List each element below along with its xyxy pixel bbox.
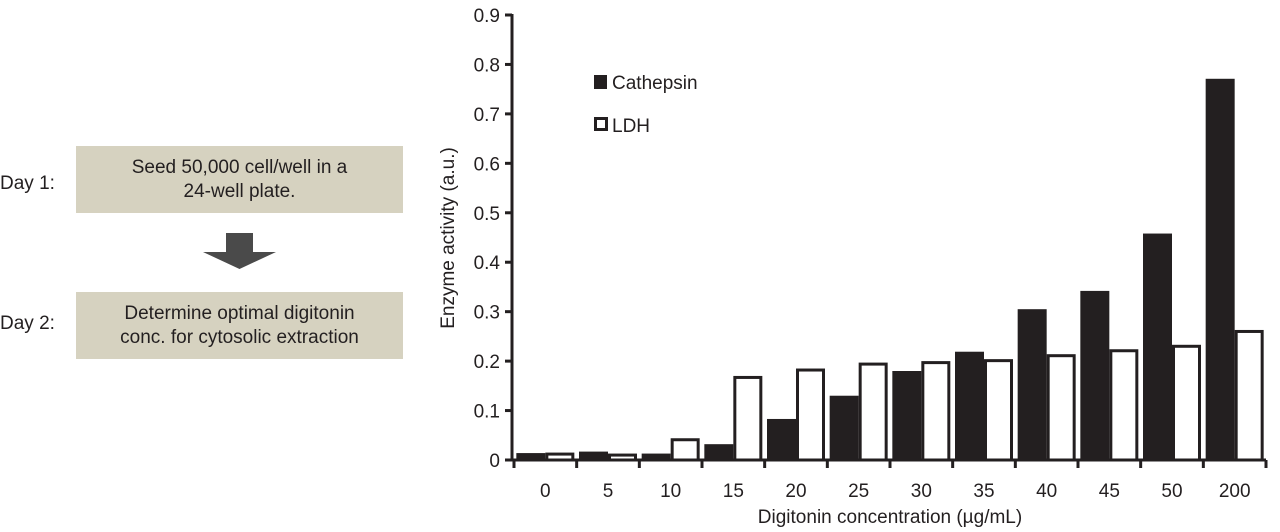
legend-swatch-ldh bbox=[594, 117, 608, 131]
y-tick-label-0.4: 0.4 bbox=[474, 253, 501, 274]
y-tick-label-0.8: 0.8 bbox=[474, 55, 500, 76]
bar-ldh-30 bbox=[921, 361, 951, 462]
x-tick-label-20: 20 bbox=[785, 481, 806, 502]
x-axis-label: Digitonin concentration (µg/mL) bbox=[758, 507, 1022, 528]
day-2-label: Day 2: bbox=[0, 313, 55, 334]
x-tick-label-0: 0 bbox=[540, 481, 551, 502]
bar-ldh-45 bbox=[1109, 349, 1139, 462]
bar-cathepsin-45 bbox=[1080, 290, 1110, 460]
x-tick-label-40: 40 bbox=[1036, 481, 1057, 502]
bar-ldh-200 bbox=[1234, 329, 1264, 462]
bar-cathepsin-50 bbox=[1143, 233, 1172, 460]
bar-ldh-25 bbox=[858, 362, 888, 462]
bar-ldh-50 bbox=[1172, 344, 1201, 462]
bar-ldh-10 bbox=[670, 438, 700, 462]
step-2-line-2: conc. for cytosolic extraction bbox=[120, 326, 359, 348]
bar-cathepsin-0 bbox=[516, 453, 546, 460]
step-1-line-1: Seed 50,000 cell/well in a bbox=[131, 156, 348, 178]
legend-swatch-cathepsin bbox=[594, 75, 607, 89]
step-1-line-2: 24-well plate. bbox=[183, 180, 296, 202]
step-1-box: Seed 50,000 cell/well in a 24-well plate… bbox=[76, 146, 403, 213]
bar-cathepsin-5 bbox=[579, 451, 608, 460]
bar-cathepsin-15 bbox=[704, 444, 734, 460]
x-tick-label-10: 10 bbox=[660, 481, 681, 502]
bars-group bbox=[516, 78, 1264, 462]
y-tick-label-0.2: 0.2 bbox=[474, 352, 500, 373]
x-tick-label-5: 5 bbox=[603, 481, 614, 502]
y-tick-label-0.9: 0.9 bbox=[474, 6, 500, 27]
x-tick-label-30: 30 bbox=[911, 481, 932, 502]
x-tick-label-25: 25 bbox=[848, 481, 869, 502]
step-2-line-1: Determine optimal digitonin bbox=[124, 302, 355, 324]
bar-ldh-20 bbox=[796, 368, 825, 462]
bar-ldh-35 bbox=[984, 359, 1013, 462]
x-tick-label-45: 45 bbox=[1099, 481, 1120, 502]
y-tick-label-0.6: 0.6 bbox=[474, 154, 500, 175]
legend-label-cathepsin: Cathepsin bbox=[612, 73, 698, 94]
bar-cathepsin-30 bbox=[892, 371, 922, 460]
y-tick-label-0.7: 0.7 bbox=[474, 105, 500, 126]
y-tick-label-0.3: 0.3 bbox=[474, 303, 500, 324]
x-tick-label-15: 15 bbox=[723, 481, 744, 502]
day-1-label: Day 1: bbox=[0, 173, 55, 194]
legend-label-ldh: LDH bbox=[612, 116, 650, 137]
bar-cathepsin-35 bbox=[955, 351, 984, 460]
bar-cathepsin-40 bbox=[1017, 309, 1047, 460]
y-tick-label-0.1: 0.1 bbox=[474, 402, 500, 423]
bar-cathepsin-20 bbox=[767, 418, 796, 460]
x-tick-label-35: 35 bbox=[973, 481, 994, 502]
y-tick-label-0.5: 0.5 bbox=[474, 204, 500, 225]
legend: Cathepsin LDH bbox=[594, 73, 698, 137]
bar-cathepsin-10 bbox=[641, 453, 671, 460]
y-axis-label: Enzyme activity (a.u.) bbox=[438, 147, 459, 329]
bar-ldh-40 bbox=[1046, 354, 1076, 462]
x-tick-label-200: 200 bbox=[1219, 481, 1251, 502]
bar-ldh-15 bbox=[733, 375, 763, 462]
y-tick-label-0: 0 bbox=[489, 451, 500, 472]
bar-cathepsin-25 bbox=[829, 395, 859, 460]
x-tick-label-50: 50 bbox=[1161, 481, 1182, 502]
step-2-box: Determine optimal digitonin conc. for cy… bbox=[76, 292, 403, 359]
axes-group: 0 0.1 0.2 0.3 0.4 0.5 0.6 0.7 0.8 0.9 0 5 10 15 20 25 30… bbox=[474, 6, 1268, 502]
bar-cathepsin-200 bbox=[1205, 78, 1235, 461]
